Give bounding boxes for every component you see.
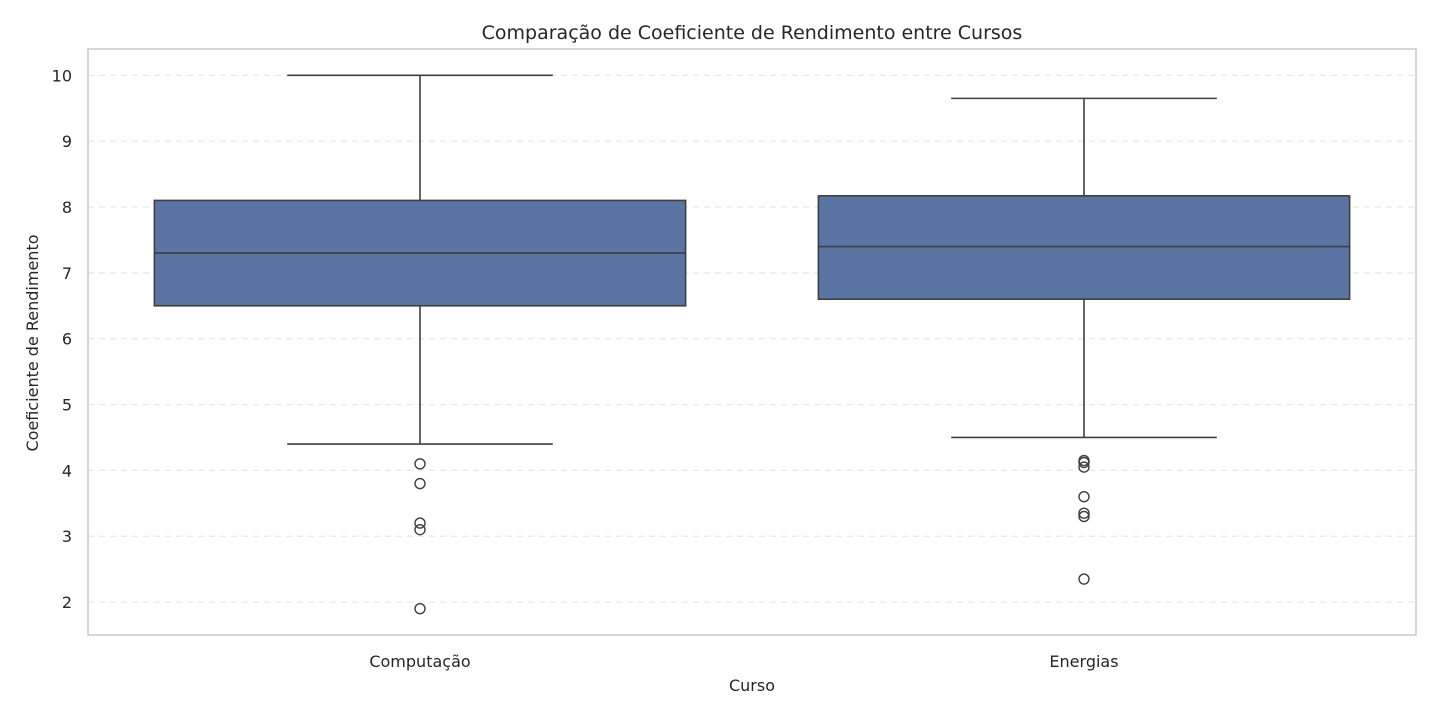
box-group — [817, 97, 1351, 585]
x-tick-labels: Computação Energias — [369, 652, 1118, 671]
grid-lines — [88, 74, 1416, 603]
chart-title: Comparação de Coeficiente de Rendimento … — [482, 22, 1023, 44]
y-tick-label: 5 — [62, 396, 72, 415]
y-tick-label: 3 — [62, 527, 72, 546]
outlier-point — [1078, 510, 1090, 523]
outlier-point — [414, 602, 426, 615]
x-tick-label: Energias — [1049, 652, 1118, 671]
y-tick-label: 9 — [62, 132, 72, 151]
y-tick-label: 6 — [62, 330, 72, 349]
y-tick-label: 7 — [62, 264, 72, 283]
box-group — [153, 74, 687, 615]
outlier-point — [1078, 507, 1090, 519]
y-tick-label: 2 — [62, 593, 72, 612]
outlier-point — [414, 458, 426, 470]
x-tick-label: Computação — [369, 652, 470, 671]
y-tick-label: 8 — [62, 198, 72, 217]
outlier-point — [1078, 456, 1090, 469]
box-layer — [153, 74, 1351, 615]
outlier-point — [1078, 573, 1090, 585]
outlier-point — [1078, 461, 1090, 473]
plot-frame — [87, 48, 1417, 636]
iqr-box — [817, 195, 1351, 301]
x-axis-label: Curso — [729, 676, 775, 695]
outlier-point — [414, 517, 426, 529]
outlier-point — [414, 477, 426, 490]
y-tick-labels: 2 3 4 5 6 7 8 9 10 — [52, 66, 72, 612]
y-tick-label: 4 — [62, 461, 72, 480]
y-tick-label: 10 — [52, 66, 72, 85]
y-axis-label: Coeficiente de Rendimento — [23, 234, 42, 451]
outlier-point — [1078, 491, 1090, 503]
outlier-point — [414, 523, 426, 536]
